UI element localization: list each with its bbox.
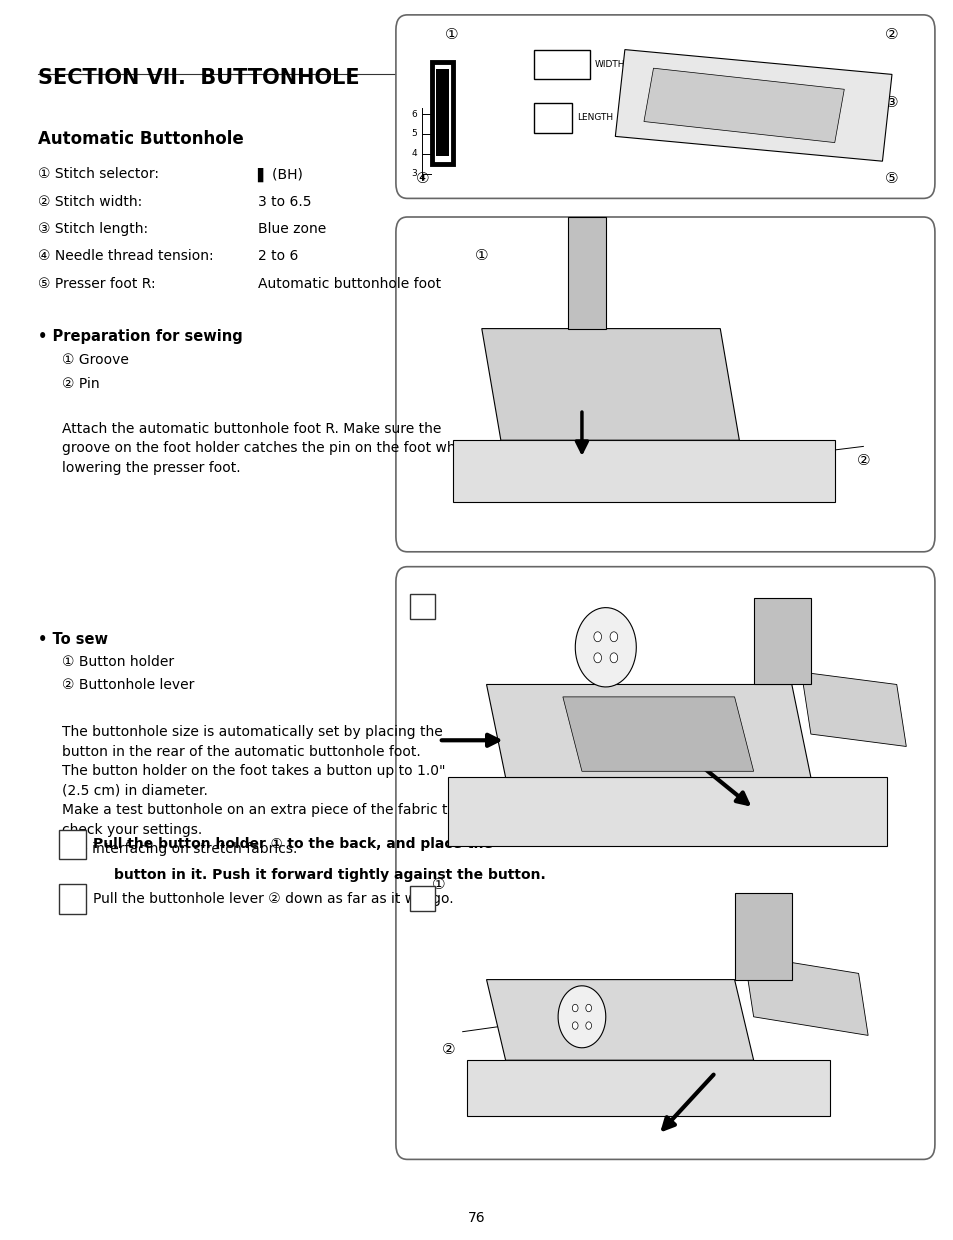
Text: • To sew: • To sew (38, 632, 108, 647)
Text: ② Pin: ② Pin (62, 377, 99, 391)
Polygon shape (572, 1004, 578, 1012)
Polygon shape (643, 68, 843, 143)
Text: ①: ① (432, 877, 445, 892)
Text: 3 to 6.5: 3 to 6.5 (257, 195, 311, 208)
Text: Automatic buttonhole foot: Automatic buttonhole foot (257, 277, 440, 290)
Polygon shape (585, 1022, 591, 1029)
Text: ①: ① (444, 27, 457, 42)
Text: ②: ② (856, 453, 869, 467)
Text: Pull the button holder ① to the back, and place the: Pull the button holder ① to the back, an… (92, 837, 492, 852)
Text: LENGTH: LENGTH (577, 113, 613, 123)
Text: 2: 2 (418, 892, 426, 905)
Polygon shape (562, 697, 753, 771)
Polygon shape (453, 440, 834, 502)
Polygon shape (572, 1022, 578, 1029)
Text: ② Stitch width:: ② Stitch width: (38, 195, 142, 208)
Text: • Preparation for sewing: • Preparation for sewing (38, 329, 243, 343)
Polygon shape (567, 217, 605, 329)
Text: ① Stitch selector:: ① Stitch selector: (38, 167, 159, 181)
Text: ④ Needle thread tension:: ④ Needle thread tension: (38, 249, 213, 263)
Polygon shape (585, 1004, 591, 1012)
Text: Blue zone: Blue zone (257, 222, 326, 236)
Bar (534, 103, 572, 133)
Polygon shape (594, 632, 601, 642)
Bar (410, 887, 435, 911)
Polygon shape (801, 672, 905, 746)
Polygon shape (448, 777, 886, 846)
FancyBboxPatch shape (59, 884, 86, 914)
Text: ④: ④ (416, 171, 429, 186)
Polygon shape (743, 955, 867, 1035)
Bar (436, 69, 449, 156)
Text: 4: 4 (411, 149, 416, 159)
Text: 6.5 —: 6.5 — (546, 60, 577, 69)
Polygon shape (594, 652, 601, 662)
Polygon shape (481, 329, 739, 440)
Text: 1: 1 (418, 600, 426, 613)
Text: 1: 1 (69, 838, 76, 851)
Text: Automatic Buttonhole: Automatic Buttonhole (38, 130, 244, 149)
Bar (534, 50, 589, 79)
Polygon shape (486, 684, 810, 777)
Polygon shape (575, 608, 636, 687)
Text: Pull the buttonhole lever ② down as far as it will go.: Pull the buttonhole lever ② down as far … (92, 892, 453, 906)
Polygon shape (615, 50, 891, 161)
Text: 2: 2 (69, 893, 76, 905)
Text: ③ Stitch length:: ③ Stitch length: (38, 222, 148, 236)
Text: ②: ② (884, 27, 898, 42)
FancyBboxPatch shape (59, 830, 86, 859)
Text: ① Button holder: ① Button holder (62, 655, 174, 668)
Polygon shape (486, 980, 753, 1060)
Polygon shape (609, 632, 617, 642)
Text: button in it. Push it forward tightly against the button.: button in it. Push it forward tightly ag… (114, 868, 546, 882)
Text: ⑤ Presser foot R:: ⑤ Presser foot R: (38, 277, 155, 290)
Text: ☝: ☝ (550, 113, 556, 123)
Polygon shape (558, 986, 605, 1048)
Text: ② Buttonhole lever: ② Buttonhole lever (62, 678, 194, 692)
Bar (432, 62, 453, 164)
Text: ① Groove: ① Groove (62, 353, 129, 367)
Polygon shape (609, 652, 617, 662)
Text: ①: ① (475, 248, 488, 263)
Polygon shape (753, 598, 810, 684)
Text: 3: 3 (411, 169, 416, 179)
Polygon shape (467, 1060, 829, 1116)
Text: 6: 6 (411, 109, 416, 119)
FancyBboxPatch shape (395, 217, 934, 552)
FancyBboxPatch shape (395, 567, 934, 1159)
Text: ⑤: ⑤ (884, 171, 898, 186)
Text: WIDTH: WIDTH (594, 60, 624, 69)
Text: ▌ (BH): ▌ (BH) (257, 167, 303, 182)
Text: The buttonhole size is automatically set by placing the
button in the rear of th: The buttonhole size is automatically set… (62, 725, 456, 857)
Text: 2 to 6: 2 to 6 (257, 249, 297, 263)
Text: 76: 76 (468, 1211, 485, 1225)
FancyBboxPatch shape (395, 15, 934, 198)
Text: ②: ② (441, 1042, 455, 1056)
Polygon shape (734, 893, 791, 980)
Text: SECTION VII.  BUTTONHOLE: SECTION VII. BUTTONHOLE (38, 68, 359, 88)
Text: ③: ③ (884, 95, 898, 110)
Bar (410, 594, 435, 619)
Text: 5: 5 (411, 129, 416, 139)
Text: Attach the automatic buttonhole foot R. Make sure the
groove on the foot holder : Attach the automatic buttonhole foot R. … (62, 422, 473, 475)
